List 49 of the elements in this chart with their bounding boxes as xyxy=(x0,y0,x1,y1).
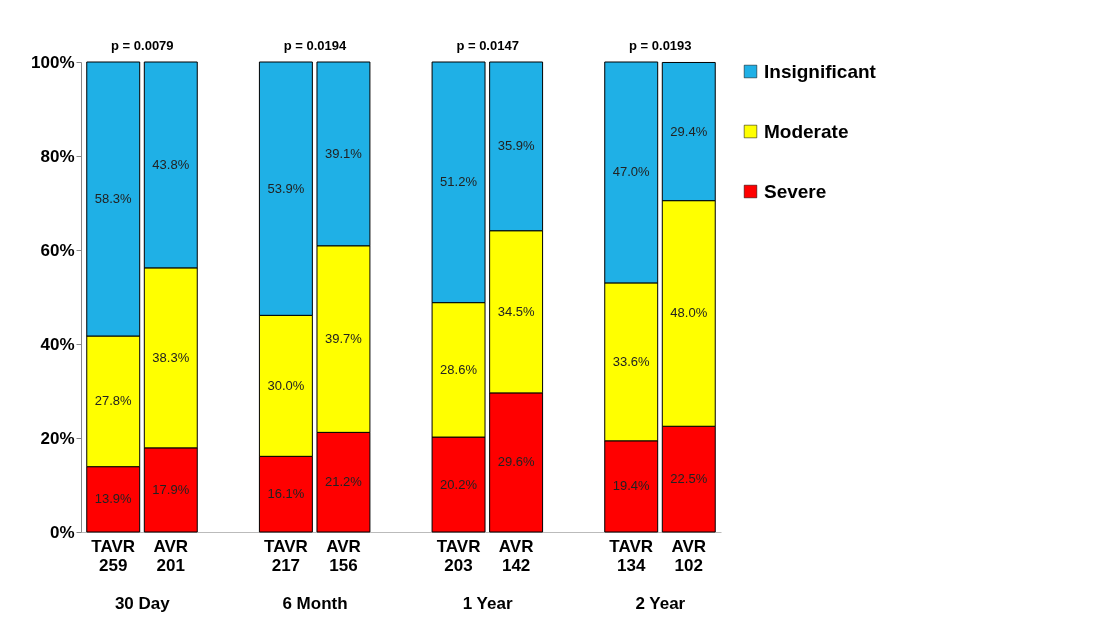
y-tick-label: 20% xyxy=(40,428,75,448)
data-label: 13.9% xyxy=(94,491,133,507)
x-tick-label: TAVR 259 xyxy=(91,536,136,575)
y-tick-label: 80% xyxy=(40,146,75,166)
data-label: 39.1% xyxy=(325,145,363,161)
x-tick-label: AVR 156 xyxy=(326,536,361,575)
text: p = 0.0147 xyxy=(456,38,519,53)
data-label: 39.7% xyxy=(325,331,363,347)
data-label: 47.0% xyxy=(612,164,651,180)
data-label: 22.5% xyxy=(670,471,708,487)
data-label: 19.4% xyxy=(612,478,651,494)
data-label: 53.9% xyxy=(267,180,305,196)
legend-label: Insignificant xyxy=(764,60,877,82)
data-label: 29.6% xyxy=(497,454,535,470)
data-label: 27.8% xyxy=(94,393,133,409)
text: 2 Year xyxy=(635,594,686,613)
y-tick-label: 40% xyxy=(40,334,75,354)
data-label: 29.4% xyxy=(670,123,708,139)
data-label: 51.2% xyxy=(440,174,478,190)
x-tick-label: AVR 201 xyxy=(153,536,189,575)
text: p = 0.0194 xyxy=(283,38,348,53)
x-tick-label: AVR 142 xyxy=(498,536,534,575)
y-tick-label: 0% xyxy=(49,522,75,542)
data-label: 33.6% xyxy=(612,353,651,369)
data-label: 17.9% xyxy=(152,481,190,497)
x-tick-label: TAVR 134 xyxy=(609,536,654,575)
data-label: 48.0% xyxy=(670,305,708,321)
text: p = 0.0193 xyxy=(629,38,692,53)
data-label: 28.6% xyxy=(440,361,478,377)
x-tick-label: AVR 102 xyxy=(671,536,707,575)
data-label: 34.5% xyxy=(497,303,535,319)
x-tick-label: TAVR 217 xyxy=(264,536,308,575)
y-tick-label: 100% xyxy=(31,52,75,72)
data-label: 35.9% xyxy=(497,138,535,154)
x-tick-label: TAVR 203 xyxy=(436,536,481,575)
data-label: 21.2% xyxy=(325,474,363,490)
text: 1 Year xyxy=(462,594,513,613)
data-label: 38.3% xyxy=(152,349,190,365)
data-label: 16.1% xyxy=(267,486,305,502)
text: p = 0.0079 xyxy=(111,38,174,53)
data-label: 30.0% xyxy=(267,377,305,393)
data-label: 20.2% xyxy=(440,476,478,492)
legend-label: Severe xyxy=(764,180,827,202)
legend-label: Moderate xyxy=(764,120,849,142)
y-tick-label: 60% xyxy=(40,240,75,260)
data-label: 43.8% xyxy=(152,156,190,172)
text: 6 Month xyxy=(282,594,348,613)
data-label: 58.3% xyxy=(94,191,133,207)
text: 30 Day xyxy=(114,594,171,613)
